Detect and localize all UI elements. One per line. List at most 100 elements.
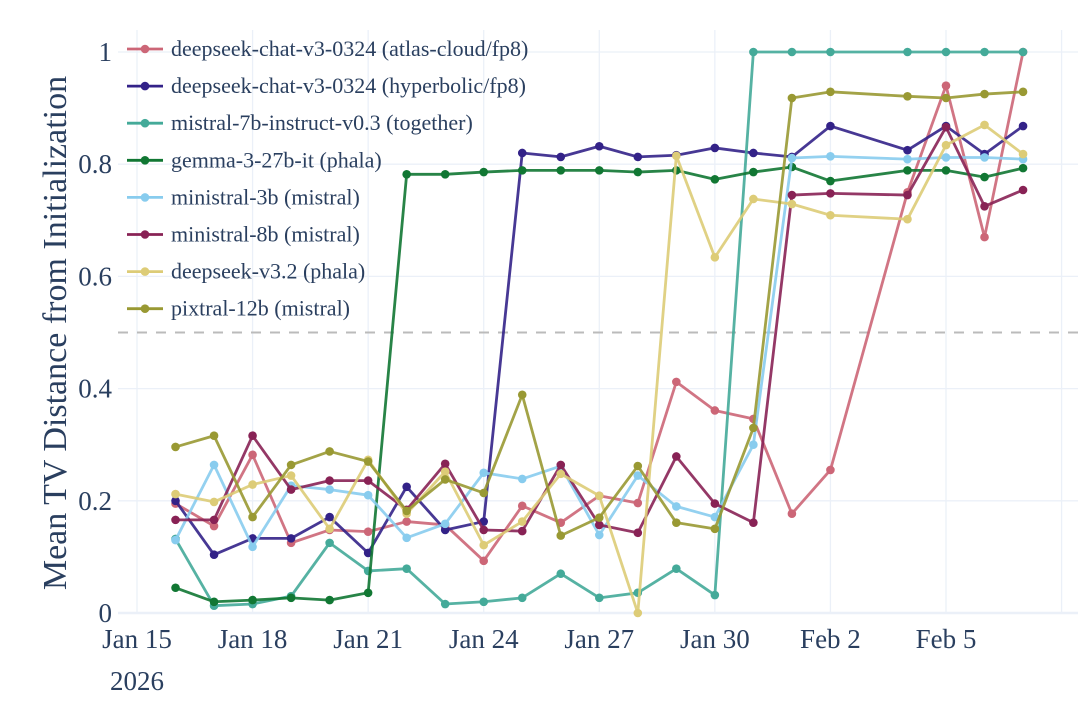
data-point <box>1018 47 1028 57</box>
data-point <box>440 525 450 535</box>
data-point <box>286 471 296 480</box>
data-point <box>633 167 643 177</box>
data-point <box>633 608 643 618</box>
series-4 <box>171 162 1028 607</box>
data-point <box>440 459 450 469</box>
legend-swatch-marker <box>140 118 150 128</box>
series-line <box>175 125 1024 535</box>
data-point <box>749 423 758 433</box>
data-point <box>171 489 180 499</box>
data-point <box>980 232 989 242</box>
legend-item[interactable]: deepseek-chat-v3-0324 (atlas-cloud/fp8) <box>127 36 528 61</box>
legend-label: mistral-7b-instruct-v0.3 (together) <box>171 110 473 135</box>
legend: deepseek-chat-v3-0324 (atlas-cloud/fp8) d… <box>127 36 528 321</box>
data-point <box>903 166 912 175</box>
data-point <box>710 406 720 415</box>
legend-label: pixtral-12b (mistral) <box>171 296 350 321</box>
data-point <box>787 47 797 57</box>
y-tick-label: 0.8 <box>78 149 112 179</box>
data-point <box>248 512 257 522</box>
legend-item[interactable]: deepseek-chat-v3-0324 (hyperbolic/fp8) <box>127 73 526 98</box>
data-point <box>479 525 489 535</box>
data-point <box>826 189 835 198</box>
data-point <box>479 167 489 177</box>
data-point <box>325 485 334 494</box>
data-point <box>248 450 257 460</box>
data-point <box>633 498 643 508</box>
data-point <box>325 447 334 456</box>
data-point <box>903 154 912 164</box>
series-line <box>175 90 1024 537</box>
legend-item[interactable]: pixtral-12b (mistral) <box>127 296 350 321</box>
legend-label: deepseek-chat-v3-0324 (hyperbolic/fp8) <box>171 73 526 98</box>
data-point <box>594 530 604 540</box>
y-axis-title: Mean TV Distance from Initialization <box>37 76 74 590</box>
data-point <box>672 502 681 511</box>
data-point <box>672 518 681 527</box>
data-point <box>787 190 797 200</box>
data-point <box>980 89 989 99</box>
series-line <box>174 51 1025 563</box>
data-point <box>633 471 643 480</box>
data-point <box>903 145 912 155</box>
y-tick-label: 1 <box>99 37 113 67</box>
legend-item[interactable]: gemma-3-27b-it (phala) <box>127 147 382 172</box>
legend-item[interactable]: ministral-3b (mistral) <box>127 184 360 209</box>
data-point <box>980 120 989 130</box>
data-point <box>171 535 180 545</box>
data-point <box>325 595 334 605</box>
legend-label: ministral-8b (mistral) <box>171 222 360 247</box>
data-point <box>710 253 720 262</box>
x-tick-label: Jan 21 <box>333 624 403 654</box>
data-point <box>248 595 257 605</box>
data-point <box>556 569 566 579</box>
data-point <box>1018 87 1028 97</box>
data-point <box>209 497 219 507</box>
legend-item[interactable]: mistral-7b-instruct-v0.3 (together) <box>127 110 473 135</box>
data-point <box>402 169 411 179</box>
data-point <box>941 140 951 150</box>
y-tick-label: 0.6 <box>78 261 112 291</box>
data-point <box>171 583 180 593</box>
data-point <box>325 538 334 548</box>
data-point <box>787 199 797 209</box>
data-point <box>594 141 604 151</box>
data-point <box>594 491 604 501</box>
data-point <box>826 176 835 186</box>
y-tick-label: 0.2 <box>78 486 112 516</box>
data-point <box>556 469 566 479</box>
data-point <box>517 474 527 484</box>
data-point <box>556 460 566 470</box>
data-point <box>941 153 951 162</box>
legend-label: deepseek-chat-v3-0324 (atlas-cloud/fp8) <box>171 36 528 61</box>
data-point <box>749 194 758 204</box>
data-point <box>209 460 219 470</box>
data-point <box>903 92 912 101</box>
data-point <box>440 599 450 609</box>
x-tick-label: Jan 24 <box>449 624 519 654</box>
data-point <box>749 148 758 158</box>
data-point <box>479 488 489 498</box>
legend-item[interactable]: deepseek-v3.2 (phala) <box>127 259 365 284</box>
series-line <box>174 124 1024 557</box>
x-tick-label: Jan 30 <box>680 624 750 654</box>
data-point <box>594 593 604 603</box>
data-point <box>363 490 373 500</box>
data-point <box>517 148 527 158</box>
series-line <box>175 165 1024 604</box>
x-axis-ticks: Jan 15 2026 Jan 18 Jan 21 Jan 24 Jan 27 Jan 30… <box>102 624 976 696</box>
data-point <box>209 515 219 525</box>
legend-swatch-marker <box>140 81 150 91</box>
legend-swatch-marker <box>140 156 150 165</box>
data-point <box>325 476 334 485</box>
x-tick-label: Feb 2 <box>800 624 861 654</box>
legend-item[interactable]: ministral-8b (mistral) <box>127 222 360 247</box>
data-point <box>325 524 334 534</box>
data-point <box>941 93 951 103</box>
data-point <box>787 509 797 519</box>
data-point <box>171 442 180 452</box>
data-point <box>633 528 643 538</box>
data-point <box>479 597 489 607</box>
data-point <box>402 533 411 543</box>
